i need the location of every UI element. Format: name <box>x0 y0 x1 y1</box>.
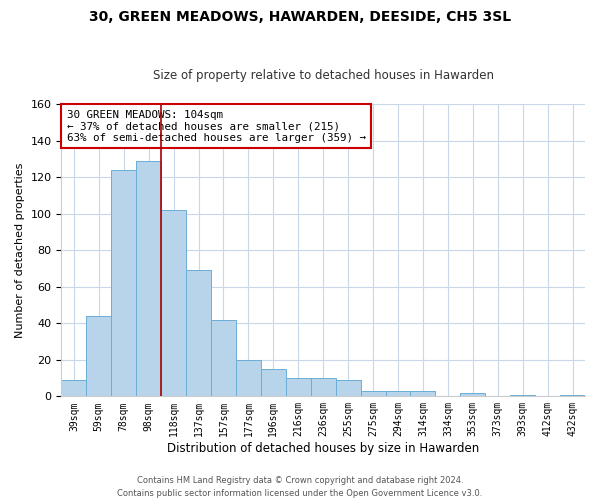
Bar <box>510 394 535 396</box>
Bar <box>335 380 361 396</box>
Bar <box>361 391 386 396</box>
Bar <box>236 360 261 397</box>
Bar <box>410 391 436 396</box>
Bar <box>186 270 211 396</box>
Bar <box>286 378 311 396</box>
Text: 30 GREEN MEADOWS: 104sqm
← 37% of detached houses are smaller (215)
63% of semi-: 30 GREEN MEADOWS: 104sqm ← 37% of detach… <box>67 110 365 143</box>
X-axis label: Distribution of detached houses by size in Hawarden: Distribution of detached houses by size … <box>167 442 479 455</box>
Title: Size of property relative to detached houses in Hawarden: Size of property relative to detached ho… <box>153 69 494 82</box>
Bar <box>460 392 485 396</box>
Bar <box>86 316 111 396</box>
Bar <box>211 320 236 396</box>
Y-axis label: Number of detached properties: Number of detached properties <box>15 162 25 338</box>
Text: Contains HM Land Registry data © Crown copyright and database right 2024.
Contai: Contains HM Land Registry data © Crown c… <box>118 476 482 498</box>
Text: 30, GREEN MEADOWS, HAWARDEN, DEESIDE, CH5 3SL: 30, GREEN MEADOWS, HAWARDEN, DEESIDE, CH… <box>89 10 511 24</box>
Bar <box>560 394 585 396</box>
Bar <box>311 378 335 396</box>
Bar <box>61 380 86 396</box>
Bar <box>261 369 286 396</box>
Bar <box>136 160 161 396</box>
Bar <box>161 210 186 396</box>
Bar <box>386 391 410 396</box>
Bar <box>111 170 136 396</box>
